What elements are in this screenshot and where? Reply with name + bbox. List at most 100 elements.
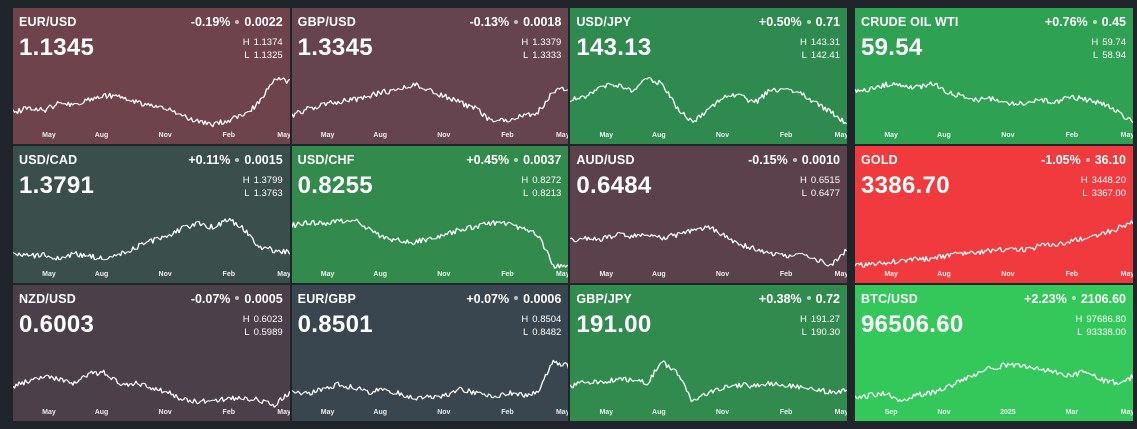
change-absolute: 0.71 xyxy=(815,15,840,29)
axis-label: Feb xyxy=(222,132,236,140)
axis-label: Nov xyxy=(437,132,451,140)
ticker-symbol: GBP/JPY xyxy=(576,291,632,306)
change-absolute: 36.10 xyxy=(1094,153,1126,168)
time-axis: May Aug Nov Feb May xyxy=(292,132,569,141)
high-value: 0.6023 xyxy=(253,313,283,325)
last-price: 0.6484 xyxy=(576,172,652,200)
sparkline-path xyxy=(570,359,847,402)
high-low-readout: H 191.27 L 190.30 xyxy=(800,313,840,339)
separator-dot-icon xyxy=(514,19,519,24)
low-label: L xyxy=(244,50,250,61)
low-label: L xyxy=(522,50,529,61)
high-value: 3448.20 xyxy=(1091,175,1126,187)
high-label: H xyxy=(800,37,807,48)
axis-label: Aug xyxy=(94,408,109,416)
high-row: H 59.74 xyxy=(1091,36,1126,49)
low-value: 142.41 xyxy=(810,50,840,61)
low-label: L xyxy=(801,326,807,338)
ticker-tile-nzd-usd[interactable]: NZD/USD -0.07% 0.0005 0.6003 H 0.6023 L 0.5… xyxy=(13,284,290,421)
high-label: H xyxy=(242,37,250,48)
axis-label: Aug xyxy=(373,132,387,140)
axis-label: May xyxy=(277,408,290,416)
ticker-tile-eur-usd[interactable]: EUR/USD -0.19% 0.0022 1.1345 H 1.1374 L 1.1… xyxy=(13,8,290,145)
axis-label: May xyxy=(1120,408,1133,416)
axis-label: Nov xyxy=(437,270,451,278)
ticker-symbol: GOLD xyxy=(861,153,898,168)
ticker-tile-usd-jpy[interactable]: USD/JPY +0.50% 0.71 143.13 H 143.31 L 142.4… xyxy=(570,8,847,145)
ticker-tile-usd-chf[interactable]: USD/CHF +0.45% 0.0037 0.8255 H 0.8272 L 0.8… xyxy=(291,146,569,283)
axis-label: May xyxy=(834,270,847,278)
price-sparkline xyxy=(291,359,569,401)
last-price: 96506.60 xyxy=(861,310,964,338)
high-low-readout: H 3448.20 L 3367.00 xyxy=(1081,174,1126,200)
ticker-symbol: CRUDE OIL WTI xyxy=(861,15,959,29)
high-low-readout: H 143.31 L 142.41 xyxy=(800,36,840,62)
ticker-tile-usd-cad[interactable]: USD/CAD +0.11% 0.0015 1.3791 H 1.3799 L 1.3… xyxy=(13,146,290,283)
low-row: L 1.1325 xyxy=(243,49,283,62)
high-row: H 143.31 xyxy=(800,36,840,49)
ticker-tile-gbp-jpy[interactable]: GBP/JPY +0.38% 0.72 191.00 H 191.27 L 190.3… xyxy=(570,284,847,421)
change-readout: +0.45% 0.0037 xyxy=(466,153,561,167)
sparkline-path xyxy=(855,362,1133,402)
high-value: 1.3799 xyxy=(253,175,283,187)
high-low-readout: H 0.6515 L 0.6477 xyxy=(800,174,840,200)
axis-label: Nov xyxy=(1001,132,1015,140)
axis-label: Nov xyxy=(437,408,451,416)
separator-dot-icon xyxy=(235,158,240,163)
ticker-symbol: USD/JPY xyxy=(576,15,632,29)
change-percent: -0.15% xyxy=(748,153,788,168)
sparkline-path xyxy=(291,82,569,123)
axis-label: Feb xyxy=(1065,132,1079,140)
ticker-symbol: USD/CHF xyxy=(297,153,355,168)
axis-label: Nov xyxy=(158,270,172,278)
high-label: H xyxy=(521,175,529,187)
change-absolute: 0.0015 xyxy=(244,153,283,168)
ticker-tile-gbp-usd[interactable]: GBP/USD -0.13% 0.0018 1.3345 H 1.3379 L 1.3… xyxy=(291,8,569,145)
ticker-tile-aud-usd[interactable]: AUD/USD -0.15% 0.0010 0.6484 H 0.6515 L 0.6… xyxy=(570,146,847,283)
separator-dot-icon xyxy=(806,19,811,24)
change-readout: +2.23% 2106.60 xyxy=(1024,292,1126,306)
separator-dot-icon xyxy=(1085,158,1090,163)
axis-label: May xyxy=(599,132,614,140)
low-row: L 93338.00 xyxy=(1076,326,1126,339)
sparkline-path xyxy=(13,77,290,128)
axis-label: May xyxy=(599,408,614,416)
change-percent: -0.07% xyxy=(190,291,231,306)
ticker-symbol: GBP/USD xyxy=(297,15,357,29)
change-readout: +0.50% 0.71 xyxy=(759,15,840,29)
low-row: L 190.30 xyxy=(800,326,840,339)
time-axis: May Aug Nov Feb May xyxy=(570,409,847,418)
high-low-readout: H 1.3799 L 1.3763 xyxy=(243,174,283,200)
high-value: 59.74 xyxy=(1102,37,1126,48)
low-label: L xyxy=(1092,50,1099,61)
ticker-tile-eur-gbp[interactable]: EUR/GBP +0.07% 0.0006 0.8501 H 0.8504 L 0.8… xyxy=(291,284,569,421)
axis-label: Nov xyxy=(158,408,172,416)
low-value: 190.30 xyxy=(810,326,840,338)
low-value: 0.8213 xyxy=(532,188,562,200)
high-label: H xyxy=(1075,313,1083,325)
axis-label: May xyxy=(555,270,569,278)
last-price: 1.3791 xyxy=(19,172,95,200)
axis-label: May xyxy=(320,132,335,140)
axis-label: May xyxy=(884,132,898,140)
ticker-tile-gold[interactable]: GOLD -1.05% 36.10 3386.70 H 3448.20 L 3367.… xyxy=(855,146,1133,283)
ticker-tile-btc-usd[interactable]: BTC/USD +2.23% 2106.60 96506.60 H 97686.80… xyxy=(855,284,1133,421)
high-label: H xyxy=(800,313,807,325)
change-percent: +0.76% xyxy=(1044,15,1088,29)
price-sparkline xyxy=(13,77,290,128)
price-sparkline xyxy=(291,218,569,270)
low-row: L 0.5989 xyxy=(243,326,282,339)
change-readout: -0.13% 0.0018 xyxy=(469,15,561,29)
low-row: L 142.41 xyxy=(800,49,840,62)
axis-label: Feb xyxy=(222,408,236,416)
ticker-symbol: EUR/GBP xyxy=(297,291,357,306)
ticker-symbol: USD/CAD xyxy=(19,153,78,168)
change-percent: -0.13% xyxy=(469,15,510,29)
high-label: H xyxy=(800,175,807,187)
axis-label: May xyxy=(42,408,56,416)
axis-label: May xyxy=(834,132,847,140)
price-sparkline xyxy=(570,77,847,125)
low-value: 1.1325 xyxy=(253,50,283,61)
high-row: H 0.8272 xyxy=(521,174,561,187)
